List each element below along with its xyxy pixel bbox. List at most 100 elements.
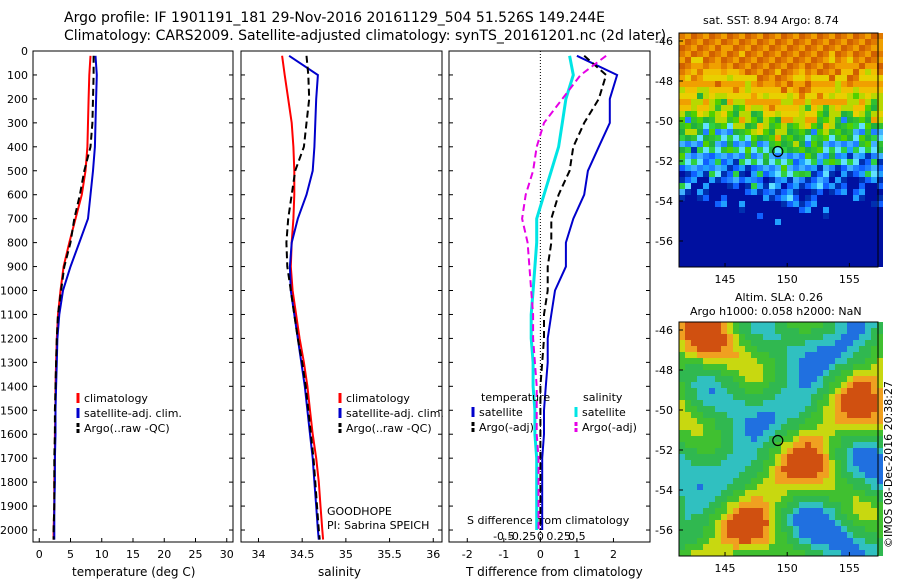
map-cell <box>859 544 865 550</box>
map-cell <box>733 63 739 69</box>
map-cell <box>709 117 715 123</box>
map-cell <box>739 183 745 189</box>
map-cell <box>763 45 769 51</box>
map-cell <box>745 159 751 165</box>
map-cell <box>823 237 829 243</box>
map-cell <box>811 346 817 352</box>
map-cell <box>691 99 697 105</box>
map-cell <box>763 219 769 225</box>
map-cell <box>847 261 853 267</box>
map-cell <box>769 454 775 460</box>
map-cell <box>799 424 805 430</box>
map-cell <box>691 526 697 532</box>
map-cell <box>715 45 721 51</box>
map-cell <box>763 496 769 502</box>
map-cell <box>835 237 841 243</box>
map-cell <box>721 213 727 219</box>
map-cell <box>757 478 763 484</box>
map-cell <box>679 243 685 249</box>
map-cell <box>709 424 715 430</box>
map-cell <box>835 448 841 454</box>
map-cell <box>811 171 817 177</box>
map-cell <box>877 213 883 219</box>
map-cell <box>715 87 721 93</box>
map-cell <box>859 255 865 261</box>
map-cell <box>679 69 685 75</box>
map-cell <box>751 424 757 430</box>
map-cell <box>691 111 697 117</box>
map-cell <box>823 532 829 538</box>
map-cell <box>787 261 793 267</box>
map-cell <box>751 472 757 478</box>
map-cell <box>727 472 733 478</box>
map-cell <box>877 496 883 502</box>
map-cell <box>817 472 823 478</box>
map-cell <box>745 105 751 111</box>
map-cell <box>847 466 853 472</box>
map-cell <box>757 57 763 63</box>
map-cell <box>853 105 859 111</box>
map-cell <box>829 400 835 406</box>
map-cell <box>859 39 865 45</box>
map-cell <box>805 111 811 117</box>
map-cell <box>877 171 883 177</box>
map-cell <box>865 243 871 249</box>
map-cell <box>745 376 751 382</box>
map-cell <box>787 231 793 237</box>
map-cell <box>751 123 757 129</box>
map-cell <box>745 442 751 448</box>
map-cell <box>781 424 787 430</box>
map-cell <box>697 340 703 346</box>
map-cell <box>859 249 865 255</box>
map-cell <box>697 189 703 195</box>
map-cell <box>733 442 739 448</box>
map-cell <box>853 261 859 267</box>
map-cell <box>865 63 871 69</box>
map-cell <box>787 394 793 400</box>
map-cell <box>829 231 835 237</box>
map-cell <box>841 63 847 69</box>
map-cell <box>745 466 751 472</box>
map-cell <box>679 502 685 508</box>
map-cell <box>781 81 787 87</box>
map-cell <box>715 117 721 123</box>
map-cell <box>733 201 739 207</box>
map-cell <box>877 430 883 436</box>
map-cell <box>805 213 811 219</box>
map-cell <box>727 99 733 105</box>
map-cell <box>799 382 805 388</box>
map-cell <box>751 550 757 556</box>
map-cell <box>721 418 727 424</box>
map-cell <box>805 201 811 207</box>
map-cell <box>847 231 853 237</box>
map-cell <box>853 147 859 153</box>
map-cell <box>793 382 799 388</box>
map-cell <box>877 382 883 388</box>
map-cell <box>829 328 835 334</box>
map-cell <box>757 406 763 412</box>
map-cell <box>853 442 859 448</box>
map-cell <box>751 219 757 225</box>
map-cell <box>799 334 805 340</box>
map-cell <box>757 532 763 538</box>
map-cell <box>871 171 877 177</box>
map-cell <box>841 75 847 81</box>
map-cell <box>679 484 685 490</box>
map-cell <box>865 328 871 334</box>
temp-xtick-label: 10 <box>95 548 109 561</box>
map-cell <box>697 388 703 394</box>
map-cell <box>781 472 787 478</box>
map-cell <box>841 352 847 358</box>
map-cell <box>739 147 745 153</box>
map-cell <box>697 81 703 87</box>
map-cell <box>679 195 685 201</box>
map-cell <box>745 135 751 141</box>
map-cell <box>805 219 811 225</box>
map-cell <box>697 165 703 171</box>
map-cell <box>805 436 811 442</box>
map-cell <box>871 159 877 165</box>
map-cell <box>853 231 859 237</box>
map-cell <box>727 400 733 406</box>
map-cell <box>817 526 823 532</box>
map-cell <box>739 129 745 135</box>
